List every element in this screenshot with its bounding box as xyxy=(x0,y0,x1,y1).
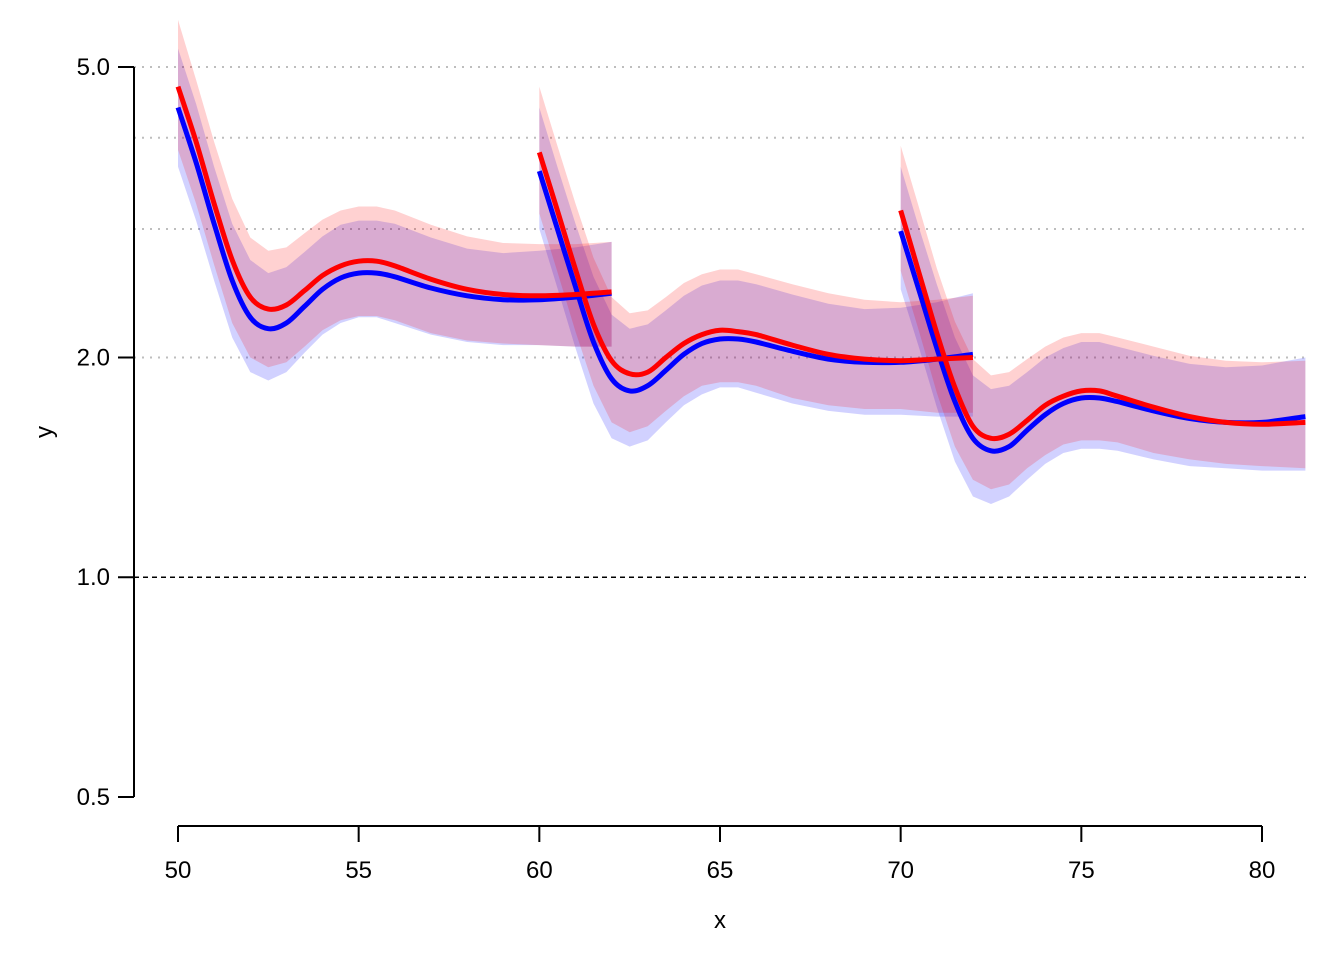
x-tick-label-4: 70 xyxy=(887,857,914,884)
x-axis-ticks: 50 55 60 65 70 75 80 xyxy=(165,826,1276,884)
x-tick-label-5: 75 xyxy=(1068,857,1095,884)
band-red-2 xyxy=(900,145,1306,490)
x-tick-label-2: 60 xyxy=(526,857,553,884)
axes: 0.5 1.0 2.0 5.0 50 55 60 65 70 75 80 xyxy=(77,54,1276,884)
x-tick-label-0: 50 xyxy=(165,857,192,884)
band-red-0 xyxy=(178,19,612,368)
y-tick-label-2: 2.0 xyxy=(77,344,110,371)
y-tick-label-1: 1.0 xyxy=(77,564,110,591)
x-tick-label-3: 65 xyxy=(707,857,734,884)
x-tick-label-6: 80 xyxy=(1249,857,1276,884)
x-axis-title: x xyxy=(714,907,726,934)
x-tick-label-1: 55 xyxy=(345,857,372,884)
grid-lines xyxy=(134,66,1306,359)
line-blue-1 xyxy=(536,170,974,394)
line-red-1 xyxy=(536,151,974,378)
y-axis-ticks: 0.5 1.0 2.0 5.0 xyxy=(77,54,134,811)
band-red-1 xyxy=(539,86,973,433)
line-red-0 xyxy=(175,85,612,312)
y-axis-title: y xyxy=(31,426,58,438)
line-blue-0 xyxy=(175,106,612,332)
series-lines xyxy=(175,85,1306,454)
line-red-2 xyxy=(898,209,1306,442)
y-tick-label-3: 5.0 xyxy=(77,54,110,81)
y-tick-label-0: 0.5 xyxy=(77,784,110,811)
